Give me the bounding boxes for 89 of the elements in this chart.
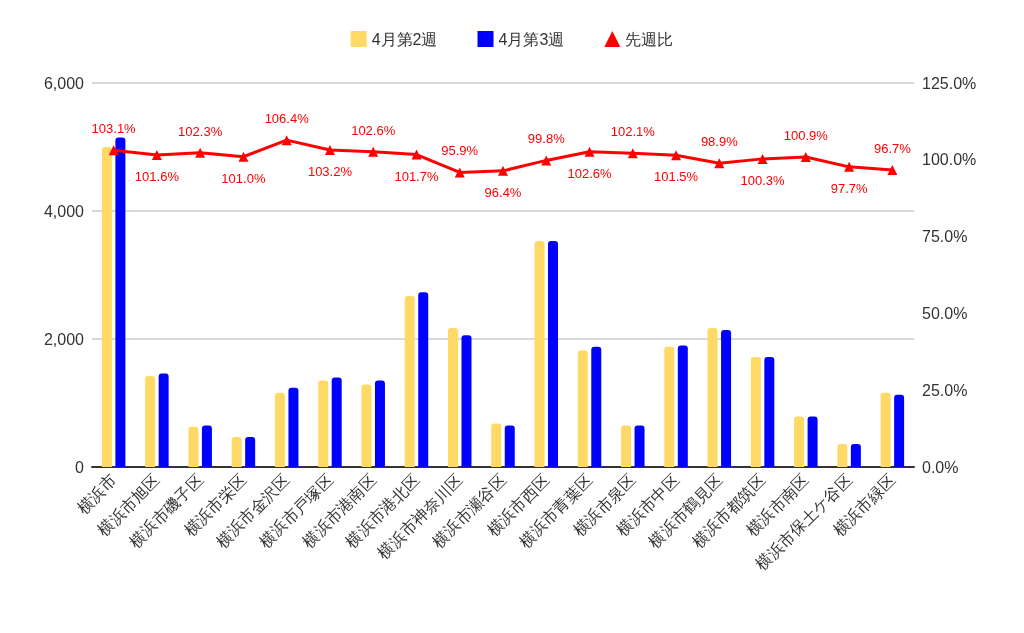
point	[757, 153, 768, 164]
point	[454, 167, 465, 178]
data-label: 95.9%	[441, 143, 479, 159]
bar	[231, 436, 242, 467]
bar	[534, 241, 545, 467]
y2-tick-label: 25.0%	[922, 381, 968, 399]
bar	[318, 380, 329, 467]
y-tick-label: 0	[75, 458, 85, 476]
point	[584, 146, 595, 157]
bar	[764, 356, 775, 467]
bar	[664, 346, 675, 467]
bar	[288, 387, 299, 467]
point	[627, 148, 638, 159]
bar	[894, 394, 905, 467]
point	[281, 135, 292, 146]
bar	[807, 416, 818, 467]
bar	[548, 241, 559, 467]
data-label: 106.4%	[264, 111, 310, 127]
data-label: 100.3%	[740, 172, 786, 188]
y2-tick-label: 100.0%	[922, 151, 977, 169]
y-tick-label: 2,000	[43, 330, 85, 348]
point	[844, 161, 855, 172]
data-label: 96.7%	[873, 140, 912, 156]
bar	[101, 147, 112, 467]
bar	[837, 443, 848, 467]
point	[887, 164, 898, 175]
bar	[145, 376, 156, 467]
bar	[274, 392, 285, 467]
bar	[707, 328, 718, 467]
bar	[591, 346, 602, 467]
bar	[750, 356, 761, 467]
point	[671, 150, 682, 161]
y2-tick-label: 125.0%	[922, 74, 977, 92]
bar	[677, 345, 688, 467]
bar	[245, 436, 256, 467]
point	[498, 165, 508, 176]
bar	[361, 384, 372, 467]
bar	[461, 335, 472, 467]
point	[151, 149, 162, 160]
legend-label: 先週比	[625, 30, 674, 48]
bar	[794, 416, 805, 467]
bar	[331, 377, 342, 467]
bar	[721, 330, 732, 467]
bar	[634, 425, 645, 467]
point	[108, 145, 119, 156]
bar	[374, 380, 385, 467]
data-label: 101.6%	[134, 168, 180, 184]
point	[195, 147, 206, 158]
bar	[188, 426, 199, 467]
data-label: 101.5%	[654, 169, 699, 185]
data-label: 100.9%	[783, 128, 829, 144]
data-label: 99.8%	[527, 131, 566, 147]
point	[238, 151, 249, 162]
y2-tick-label: 75.0%	[922, 228, 968, 246]
y2-tick-label: 0.0%	[922, 458, 959, 476]
data-label: 97.7%	[830, 180, 868, 196]
data-label: 103.2%	[307, 163, 353, 179]
bar	[447, 328, 458, 467]
data-label: 101.7%	[394, 168, 439, 184]
bar	[404, 296, 415, 467]
legend-label: 4月第2週	[371, 30, 438, 48]
point	[714, 158, 725, 169]
data-label: 102.3%	[178, 123, 223, 139]
data-label: 103.1%	[91, 121, 137, 137]
data-label: 98.9%	[700, 134, 739, 150]
data-label: 102.6%	[351, 122, 396, 138]
y-tick-label: 6,000	[43, 74, 85, 92]
point	[411, 149, 422, 160]
data-label: 102.1%	[610, 124, 656, 140]
data-label: 101.0%	[221, 170, 266, 186]
bar	[491, 423, 502, 467]
data-label: 102.6%	[567, 165, 613, 181]
bar	[201, 425, 212, 467]
bar	[880, 392, 891, 467]
bar	[850, 443, 861, 467]
bar	[115, 137, 126, 467]
bar	[504, 425, 515, 467]
legend-label: 4月第3週	[498, 30, 565, 48]
bar	[158, 373, 169, 467]
y-tick-label: 4,000	[43, 202, 85, 220]
bar	[577, 350, 588, 467]
y2-tick-label: 50.0%	[922, 304, 968, 322]
point	[368, 146, 379, 157]
bar	[621, 425, 632, 467]
point	[541, 155, 552, 166]
bar	[418, 292, 429, 467]
point	[324, 144, 335, 155]
point	[800, 152, 811, 163]
data-label: 96.4%	[484, 184, 522, 200]
